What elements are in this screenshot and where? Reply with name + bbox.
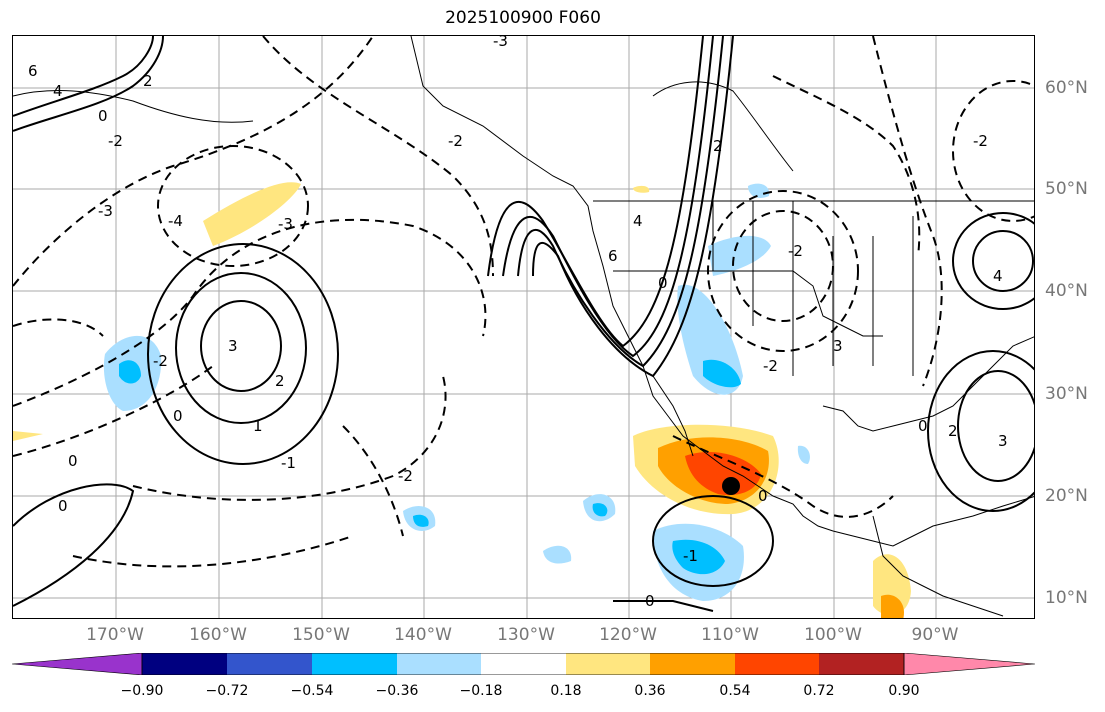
lat-label: 50°N — [1045, 179, 1088, 199]
colorbar-segment — [650, 653, 735, 675]
contour-label: -2 — [108, 132, 123, 150]
contour-label: 2 — [275, 372, 285, 390]
colorbar-tick: 0.18 — [550, 683, 582, 699]
colorbar-segment — [819, 653, 904, 675]
contours-solid — [13, 36, 1034, 612]
lon-label: 140°W — [394, 625, 452, 645]
contour-label: -1 — [281, 454, 296, 472]
contour-label: 4 — [993, 267, 1003, 285]
colorbar-tick: 0.36 — [634, 683, 666, 699]
coastlines — [13, 36, 1034, 617]
contour-label: -2 — [763, 357, 778, 375]
contour-label: -2 — [788, 242, 803, 260]
colorbar-segment — [566, 653, 650, 675]
colorbar-segment — [481, 653, 566, 675]
colorbar-tick: −0.18 — [459, 683, 503, 699]
colorbar-tick: 0.72 — [803, 683, 835, 699]
colorbar-segment — [142, 653, 227, 675]
colorbar-tick: 0.90 — [888, 683, 920, 699]
colorbar-segment — [735, 653, 819, 675]
contour-label: 3 — [833, 337, 843, 355]
lon-label: 150°W — [292, 625, 350, 645]
contour-label: 2 — [713, 137, 723, 155]
contour-label: 0 — [173, 407, 183, 425]
lat-label: 10°N — [1045, 588, 1088, 608]
contour-label: -2 — [448, 132, 463, 150]
contour-label: 4 — [633, 212, 643, 230]
colorbar-segment — [312, 653, 397, 675]
contour-label: -2 — [973, 132, 988, 150]
contour-label: 4 — [53, 82, 63, 100]
colorbar-tick: −0.90 — [120, 683, 164, 699]
lon-label: 100°W — [804, 625, 862, 645]
colorbar-segment — [903, 653, 1035, 675]
contour-label: 0 — [58, 497, 68, 515]
lon-label: 120°W — [599, 625, 657, 645]
contour-label: 3 — [228, 337, 238, 355]
lon-label: 170°W — [86, 625, 144, 645]
colorbar-segment — [397, 653, 481, 675]
lat-label: 20°N — [1045, 486, 1088, 506]
colorbar-tick: 0.54 — [719, 683, 751, 699]
contour-label: -1 — [683, 547, 698, 565]
contour-label: 3 — [998, 432, 1008, 450]
lon-label: 130°W — [497, 625, 555, 645]
colorbar-segment — [12, 653, 143, 675]
contour-label: 0 — [658, 274, 668, 292]
contours-dashed — [13, 36, 1034, 568]
map-title: 2025100900 F060 — [445, 8, 601, 28]
contour-labels: 6 4 2 0 -2 -3 -4 -3 -2 3 2 1 0 -1 -2 0 0… — [28, 36, 1008, 610]
lon-label: 160°W — [189, 625, 247, 645]
lon-label: 90°W — [911, 625, 959, 645]
contour-label: 6 — [608, 247, 618, 265]
contour-label: -2 — [398, 467, 413, 485]
contour-label: -3 — [493, 36, 508, 50]
shaded-anomalies — [13, 182, 911, 618]
contour-label: 0 — [758, 487, 768, 505]
lat-label: 60°N — [1045, 78, 1088, 98]
lat-label: 40°N — [1045, 281, 1088, 301]
contour-label: 0 — [68, 452, 78, 470]
contour-label: 6 — [28, 62, 38, 80]
contour-label: 2 — [143, 72, 153, 90]
colorbar-tick: −0.36 — [375, 683, 419, 699]
colorbar-tick: −0.54 — [290, 683, 334, 699]
contour-label: 0 — [645, 592, 655, 610]
contour-label: -3 — [278, 215, 293, 233]
map-canvas: 6 4 2 0 -2 -3 -4 -3 -2 3 2 1 0 -1 -2 0 0… — [13, 36, 1034, 618]
colorbar-tick: −0.72 — [205, 683, 249, 699]
contour-label: -4 — [168, 212, 183, 230]
graticule — [13, 36, 1034, 618]
contour-label: -3 — [98, 202, 113, 220]
colorbar — [12, 653, 1035, 675]
lat-label: 30°N — [1045, 384, 1088, 404]
contour-label: 2 — [948, 422, 958, 440]
colorbar-segment — [227, 653, 312, 675]
contour-label: 1 — [253, 417, 263, 435]
map-panel: 6 4 2 0 -2 -3 -4 -3 -2 3 2 1 0 -1 -2 0 0… — [12, 35, 1035, 619]
contour-label: 0 — [98, 107, 108, 125]
contour-label: -2 — [153, 352, 168, 370]
lon-label: 110°W — [701, 625, 759, 645]
contour-label: 0 — [918, 417, 928, 435]
